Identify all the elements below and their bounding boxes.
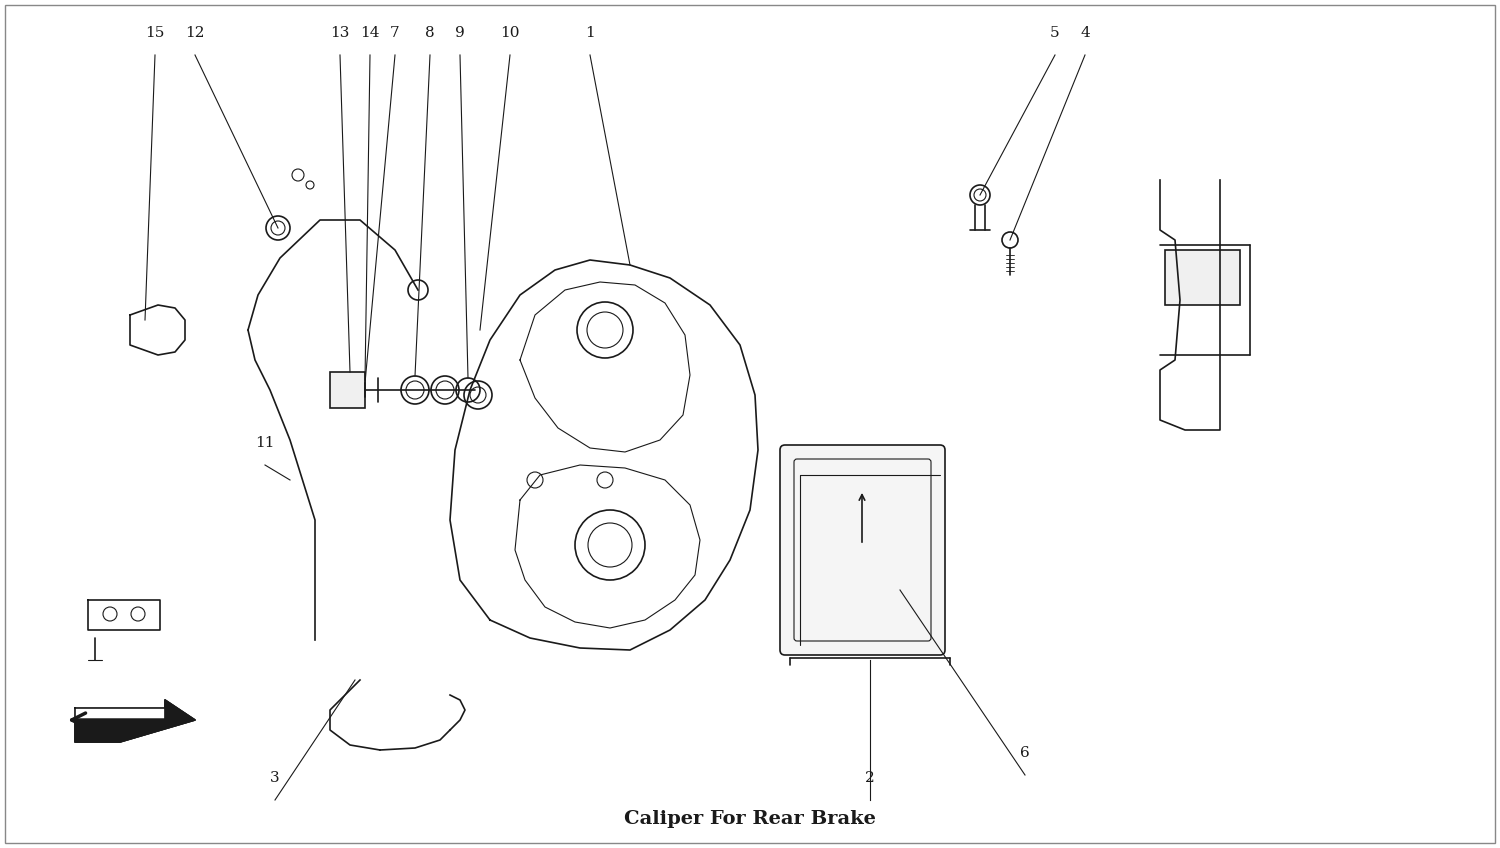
Polygon shape (75, 700, 195, 742)
Text: Caliper For Rear Brake: Caliper For Rear Brake (624, 810, 876, 828)
FancyBboxPatch shape (780, 445, 945, 655)
Text: 13: 13 (330, 26, 350, 40)
Text: 9: 9 (454, 26, 465, 40)
Text: 8: 8 (424, 26, 435, 40)
FancyBboxPatch shape (1166, 250, 1240, 305)
Text: 7: 7 (390, 26, 400, 40)
Text: 2: 2 (865, 771, 874, 785)
Polygon shape (75, 700, 195, 742)
Text: 14: 14 (360, 26, 380, 40)
Text: 6: 6 (1020, 746, 1031, 760)
Text: 1: 1 (585, 26, 596, 40)
Text: 11: 11 (255, 436, 274, 450)
Text: 15: 15 (146, 26, 165, 40)
FancyBboxPatch shape (330, 372, 364, 408)
Text: 5: 5 (1050, 26, 1060, 40)
Text: 3: 3 (270, 771, 280, 785)
Text: 10: 10 (500, 26, 519, 40)
Text: 4: 4 (1080, 26, 1090, 40)
Text: 12: 12 (186, 26, 204, 40)
